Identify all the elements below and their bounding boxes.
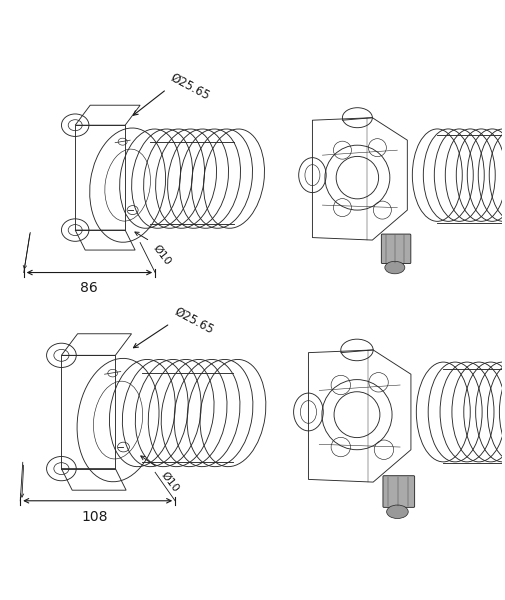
Text: 86: 86 — [80, 281, 97, 295]
Ellipse shape — [387, 505, 408, 518]
Text: Ø10: Ø10 — [151, 243, 173, 267]
FancyBboxPatch shape — [383, 476, 415, 508]
FancyBboxPatch shape — [381, 234, 411, 263]
Text: Ø25.65: Ø25.65 — [173, 305, 217, 337]
Text: Ø10: Ø10 — [159, 470, 180, 494]
Text: 108: 108 — [82, 510, 109, 524]
Text: Ø25.65: Ø25.65 — [169, 71, 213, 103]
Ellipse shape — [385, 261, 405, 274]
